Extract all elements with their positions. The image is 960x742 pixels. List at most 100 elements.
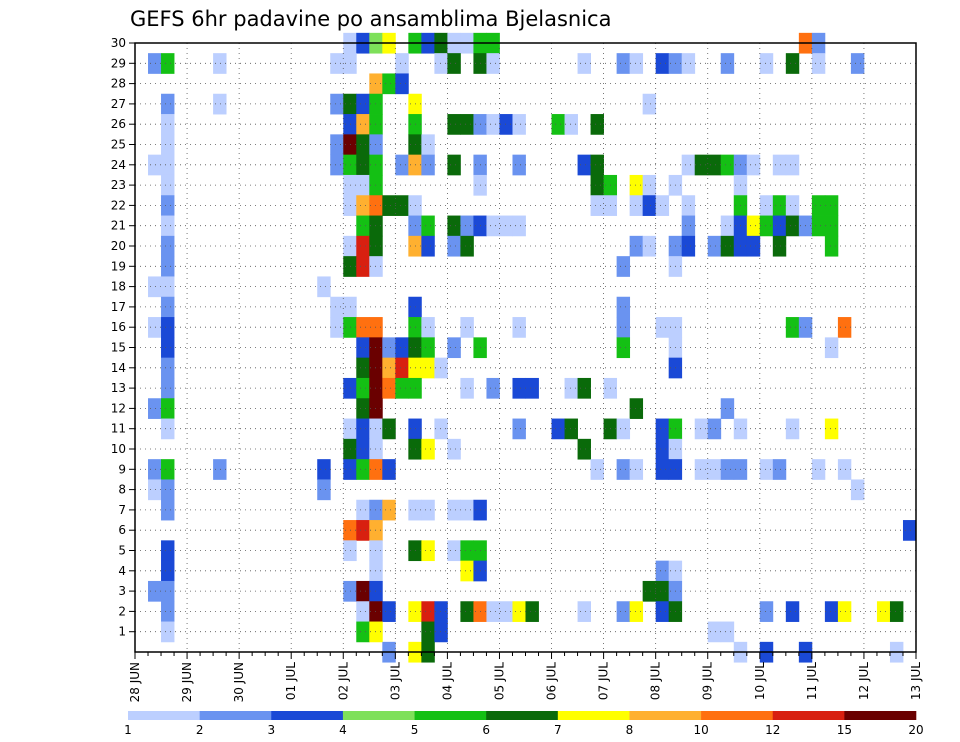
y-tick-label: 7 xyxy=(118,503,126,517)
colorbar-swatch xyxy=(772,711,845,720)
heatmap-cell xyxy=(161,621,175,643)
heatmap-cell xyxy=(577,601,591,622)
colorbar-label: 20 xyxy=(908,723,923,737)
heatmap-cell xyxy=(512,215,526,237)
heatmap-cell xyxy=(148,317,162,338)
heatmap-cell xyxy=(681,53,696,74)
heatmap-cell xyxy=(369,256,383,277)
heatmap-cell xyxy=(148,276,162,298)
chart-title: GEFS 6hr padavine po ansamblima Bjelasni… xyxy=(130,7,611,31)
heatmap-cell xyxy=(343,438,357,460)
heatmap-cell xyxy=(785,601,800,622)
heatmap-cell xyxy=(343,134,357,156)
heatmap-cell xyxy=(642,235,657,257)
colorbar-label: 5 xyxy=(411,723,419,737)
heatmap-cell xyxy=(720,215,735,237)
heatmap-cell xyxy=(577,53,591,74)
heatmap-cell xyxy=(213,93,227,115)
heatmap-cell xyxy=(148,479,162,501)
heatmap-cell xyxy=(161,235,175,257)
heatmap-cell xyxy=(369,459,383,480)
heatmap-cell xyxy=(369,580,383,602)
heatmap-cell xyxy=(369,418,383,440)
heatmap-cell xyxy=(369,215,383,237)
heatmap-cell xyxy=(161,540,175,562)
heatmap-cell xyxy=(447,53,461,74)
heatmap-cell xyxy=(148,580,162,602)
heatmap-cell xyxy=(213,459,227,480)
heatmap-cell xyxy=(369,438,383,460)
heatmap-cell xyxy=(148,53,162,74)
y-tick-label: 25 xyxy=(111,138,126,152)
heatmap-cell xyxy=(447,540,461,562)
heatmap-cell xyxy=(356,215,370,237)
heatmap-cell xyxy=(499,601,513,622)
heatmap-cell xyxy=(590,195,604,216)
x-tick-label: 06 JUL xyxy=(545,662,559,700)
heatmap-cell xyxy=(356,398,370,419)
y-tick-label: 4 xyxy=(118,564,126,578)
x-tick-label: 10 JUL xyxy=(753,662,767,700)
y-tick-label: 5 xyxy=(118,544,126,558)
heatmap-cell xyxy=(343,418,357,440)
heatmap-cell xyxy=(655,601,670,622)
heatmap-cell xyxy=(707,621,722,643)
y-tick-label: 28 xyxy=(111,77,126,91)
heatmap-cell xyxy=(382,499,396,521)
heatmap-cell xyxy=(720,459,735,480)
heatmap-cell xyxy=(343,580,357,602)
heatmap-cell xyxy=(512,154,526,176)
heatmap-cell xyxy=(629,459,644,480)
heatmap-cell xyxy=(356,621,370,643)
heatmap-cell xyxy=(447,337,461,359)
x-tick-label: 12 JUL xyxy=(857,662,871,700)
heatmap-cell xyxy=(161,479,175,501)
heatmap-cell xyxy=(213,53,227,74)
heatmap-cell xyxy=(161,398,175,419)
heatmap-cell xyxy=(343,114,357,135)
y-tick-label: 16 xyxy=(111,320,126,334)
heatmap-cell xyxy=(720,398,735,419)
x-tick-label: 08 JUL xyxy=(649,662,663,700)
heatmap-cell xyxy=(720,53,735,74)
heatmap-cell xyxy=(707,235,722,257)
heatmap-cell xyxy=(343,540,357,562)
heatmap-cell xyxy=(369,114,383,135)
heatmap-cell xyxy=(616,601,631,622)
heatmap-cell xyxy=(460,560,474,582)
heatmap-cell xyxy=(720,154,735,176)
heatmap-cell xyxy=(460,499,474,521)
heatmap-cell xyxy=(369,337,383,359)
heatmap-cell xyxy=(642,580,657,602)
heatmap-cell xyxy=(889,601,904,622)
x-tick-label: 05 JUL xyxy=(492,662,506,700)
heatmap-cell xyxy=(694,418,709,440)
heatmap-cell xyxy=(369,621,383,643)
heatmap-cell xyxy=(161,337,175,359)
heatmap-cell xyxy=(369,154,383,176)
heatmap-cell xyxy=(681,154,696,176)
heatmap-cell xyxy=(824,601,839,622)
heatmap-cell xyxy=(161,195,175,216)
heatmap-cell xyxy=(343,459,357,480)
heatmap-cell xyxy=(616,53,631,74)
heatmap-cell xyxy=(356,317,370,338)
heatmap-cell xyxy=(161,560,175,582)
heatmap-cell xyxy=(356,377,370,399)
heatmap-cell xyxy=(577,377,591,399)
heatmap-cell xyxy=(460,540,474,562)
heatmap-cell xyxy=(434,53,448,74)
heatmap-cell xyxy=(629,235,644,257)
colorbar-swatch xyxy=(844,711,917,720)
heatmap-cell xyxy=(369,195,383,216)
colorbar-label: 4 xyxy=(339,723,347,737)
heatmap-cell xyxy=(655,317,670,338)
y-tick-label: 2 xyxy=(118,604,126,618)
heatmap-cell xyxy=(382,377,396,399)
heatmap-cell xyxy=(161,317,175,338)
heatmap-cell xyxy=(330,296,344,318)
heatmap-cell xyxy=(655,418,670,440)
heatmap-cell xyxy=(343,174,357,196)
heatmap-cell xyxy=(564,114,578,135)
